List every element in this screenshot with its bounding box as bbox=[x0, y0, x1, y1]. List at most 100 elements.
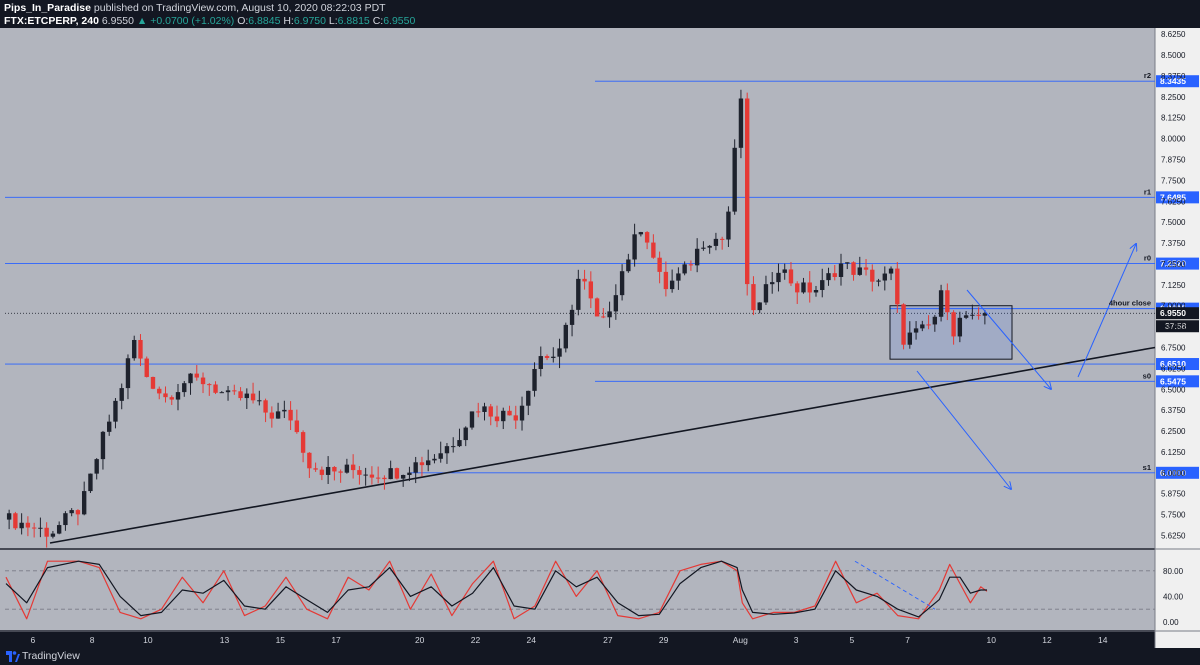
level-lines bbox=[5, 80, 1155, 474]
time-tick-label: 10 bbox=[143, 635, 153, 645]
candle-body bbox=[832, 273, 837, 277]
projection-arrows bbox=[916, 244, 1136, 489]
price-tick-label: 6.0000 bbox=[1161, 469, 1186, 478]
price-tick-label: 6.5000 bbox=[1161, 385, 1186, 394]
time-tick-label: 7 bbox=[905, 635, 910, 645]
candle-body bbox=[332, 466, 337, 472]
time-tick-label: 29 bbox=[659, 635, 669, 645]
stoch-tick-label: 80.00 bbox=[1163, 567, 1184, 576]
candle-body bbox=[238, 391, 243, 399]
candle-body bbox=[388, 468, 393, 480]
time-tick-label: 20 bbox=[415, 635, 425, 645]
candle-body bbox=[682, 264, 687, 274]
candle-body bbox=[801, 282, 806, 293]
candle-body bbox=[132, 339, 137, 359]
price-axis[interactable]: 8.6250 8.5000 8.3750 8.2500 8.1250 8.0000 7.87… bbox=[1161, 30, 1186, 540]
candle-body bbox=[81, 491, 87, 515]
candle-body bbox=[726, 211, 731, 240]
candle-body bbox=[463, 427, 468, 441]
price-tick-label: 5.7500 bbox=[1161, 511, 1186, 520]
candle-body bbox=[163, 393, 168, 398]
candle-body bbox=[426, 460, 431, 466]
candle-body bbox=[288, 409, 293, 421]
candle-body bbox=[632, 234, 637, 260]
candle-body bbox=[213, 384, 218, 393]
candle-body bbox=[582, 278, 587, 282]
symbol-label[interactable]: FTX:ETCPERP, 240 bbox=[4, 15, 99, 27]
candle-body bbox=[31, 527, 37, 529]
candle-body bbox=[751, 284, 756, 311]
candle-body bbox=[357, 470, 362, 475]
price-tick-label: 8.3750 bbox=[1161, 72, 1186, 81]
candle-body bbox=[394, 468, 400, 479]
candle-body bbox=[438, 453, 443, 459]
candle-body bbox=[544, 356, 550, 358]
time-tick-label: 3 bbox=[794, 635, 799, 645]
candle-body bbox=[38, 527, 43, 529]
price-tick-label: 6.8750 bbox=[1161, 323, 1186, 332]
author-name[interactable]: Pips_In_Paradise bbox=[4, 2, 91, 14]
candle-body bbox=[88, 473, 93, 492]
candle-body bbox=[820, 280, 825, 291]
tradingview-brand[interactable]: TradingView bbox=[22, 650, 80, 662]
candle-body bbox=[400, 474, 406, 479]
price-tick-label: 5.6250 bbox=[1161, 531, 1186, 540]
candle-body bbox=[907, 332, 913, 345]
candle-body bbox=[407, 472, 412, 475]
candle-body bbox=[588, 281, 594, 299]
candle-body bbox=[694, 248, 700, 266]
price-tick-label: 6.7500 bbox=[1161, 343, 1186, 352]
candle-body bbox=[432, 458, 437, 461]
grid bbox=[0, 28, 1200, 648]
candle-body bbox=[557, 348, 562, 357]
time-tick-label: 24 bbox=[526, 635, 536, 645]
candle-body bbox=[6, 513, 12, 520]
candle-body bbox=[338, 471, 343, 473]
candle-body bbox=[369, 474, 375, 478]
candle-body bbox=[613, 295, 619, 312]
candle-body bbox=[882, 273, 887, 281]
candle-body bbox=[44, 527, 49, 537]
candle-body bbox=[413, 462, 418, 473]
candle-body bbox=[913, 328, 919, 333]
level-price-label: 6.6510 bbox=[1160, 359, 1186, 369]
publish-line: Pips_In_Paradise published on TradingVie… bbox=[4, 2, 386, 14]
candle-body bbox=[538, 356, 543, 369]
price-tick-label: 5.8750 bbox=[1161, 490, 1186, 499]
time-axis[interactable]: 6 8 10 13 15 17 20 22 24 27 29 Aug 3 5 7 10 12 14 bbox=[31, 635, 1108, 645]
time-tick-label: 15 bbox=[276, 635, 286, 645]
close-value: 6.9550 bbox=[383, 15, 416, 27]
candle-body bbox=[863, 267, 869, 270]
candle-body bbox=[707, 245, 712, 248]
candle-body bbox=[757, 302, 762, 311]
candle-body bbox=[200, 377, 206, 385]
stoch-tick-label: 40.00 bbox=[1163, 592, 1184, 601]
candle-body bbox=[519, 405, 525, 421]
candle-body bbox=[250, 393, 256, 401]
candle-body bbox=[294, 420, 300, 433]
candle-body bbox=[951, 312, 956, 337]
candle-body bbox=[563, 324, 568, 349]
candle-body bbox=[313, 468, 318, 470]
candle-body bbox=[307, 452, 312, 469]
candle-body bbox=[807, 282, 812, 293]
level-name-label: s0 bbox=[1143, 371, 1151, 380]
consolidation-box bbox=[889, 305, 1013, 360]
candle-body bbox=[419, 462, 425, 466]
candle-body bbox=[638, 232, 644, 235]
level-name-label: 4hour close bbox=[1109, 299, 1151, 308]
candle-body bbox=[957, 317, 963, 337]
candle-body bbox=[619, 271, 625, 296]
candle-body bbox=[382, 477, 387, 480]
candle-body bbox=[319, 469, 325, 475]
stoch-rsi-pane: 80.00 40.00 0.00 bbox=[5, 560, 1184, 627]
candle-body bbox=[826, 273, 831, 281]
level-name-label: r2 bbox=[1144, 71, 1151, 80]
level-price-tag bbox=[1156, 466, 1199, 479]
price-change: +0.0700 (+1.02%) bbox=[150, 15, 235, 27]
stoch-tick-label: 0.00 bbox=[1163, 618, 1179, 627]
candles bbox=[6, 89, 988, 548]
